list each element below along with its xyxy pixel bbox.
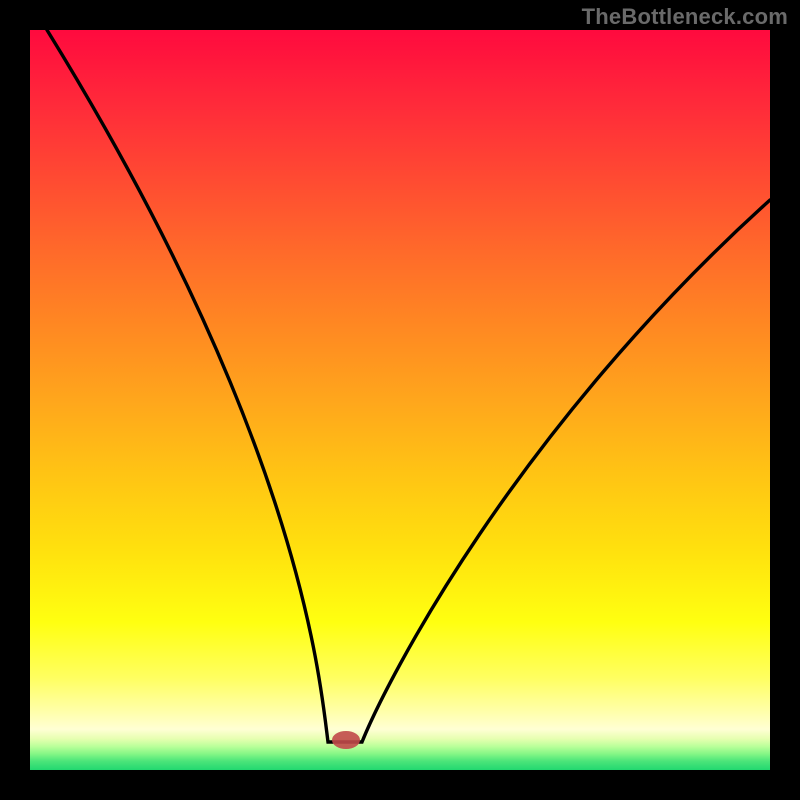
plot-background-gradient (30, 30, 770, 770)
bottleneck-chart (0, 0, 800, 800)
watermark-text: TheBottleneck.com (582, 4, 788, 30)
chart-container: TheBottleneck.com (0, 0, 800, 800)
optimal-marker (332, 731, 360, 749)
